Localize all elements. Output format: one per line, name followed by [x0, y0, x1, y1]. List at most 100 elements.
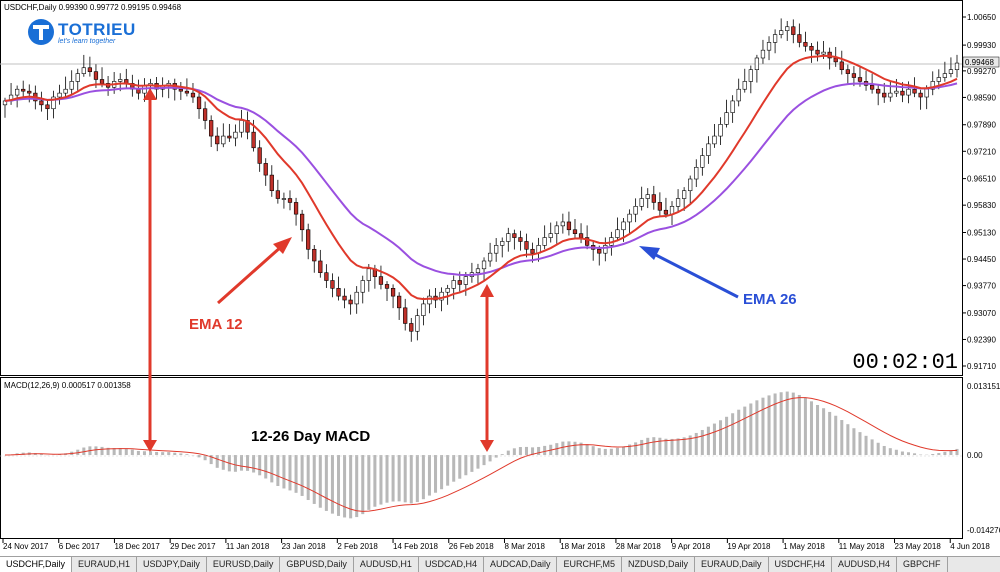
price-tick-label: 0.91710: [967, 362, 996, 371]
symbol-tab[interactable]: AUDUSD,H4: [832, 557, 898, 572]
candle-body: [506, 233, 511, 242]
logo-tagline: let's learn together: [58, 37, 116, 45]
candle-body: [87, 67, 93, 72]
candle-body: [736, 88, 741, 102]
price-tick-label: 0.97210: [967, 147, 996, 156]
logo-name: TOTRIEU: [58, 19, 136, 39]
candle-body: [785, 26, 790, 31]
symbol-tab[interactable]: USDCHF,H4: [769, 557, 833, 572]
arrow-ema26: [639, 246, 739, 299]
date-tick-label: 28 Mar 2018: [616, 542, 661, 551]
candle-body: [306, 229, 311, 250]
candle-body: [324, 272, 329, 281]
candle-body: [894, 90, 899, 94]
candle-body: [918, 92, 923, 98]
symbol-tab[interactable]: EURAUD,Daily: [695, 557, 769, 572]
candle-body: [718, 124, 723, 137]
candle-body: [942, 73, 947, 78]
candle-body: [275, 190, 280, 199]
candle-body: [227, 135, 232, 139]
macd-annotation: 12-26 Day MACD: [251, 428, 371, 445]
candle-body: [518, 237, 523, 242]
macd-tick-label: 0.013151: [967, 382, 1000, 391]
candle-body: [548, 233, 553, 238]
candle-body: [694, 166, 699, 180]
candle-body: [857, 77, 863, 82]
candle-body: [772, 34, 778, 43]
symbol-tab[interactable]: AUDUSD,H1: [354, 557, 419, 572]
symbol-tab[interactable]: EURCHF,M5: [557, 557, 622, 572]
candle-body: [724, 112, 729, 125]
symbol-tab[interactable]: EURUSD,Daily: [207, 557, 281, 572]
date-tick-label: 29 Dec 2017: [170, 542, 216, 551]
candle-body: [39, 100, 44, 106]
arrow-right-vertical: [480, 284, 494, 452]
candle-body: [730, 100, 735, 113]
symbol-tab[interactable]: USDCAD,H4: [419, 557, 484, 572]
candle-body: [791, 26, 796, 35]
price-panel: [0, 0, 963, 376]
candle-body: [833, 57, 838, 63]
candle-timer: 00:02:01: [852, 350, 958, 375]
candle-body: [336, 288, 341, 297]
ema12-annotation: EMA 12: [189, 316, 243, 333]
candle-body: [178, 88, 183, 92]
candle-body: [342, 295, 347, 301]
ema26-line: [4, 82, 958, 277]
symbol-tab[interactable]: USDCHF,Daily: [0, 557, 73, 572]
candle-body: [851, 73, 857, 78]
date-tick-label: 18 Mar 2018: [560, 542, 605, 551]
candle-body: [645, 194, 650, 199]
candle-body: [239, 120, 244, 133]
candle-body: [779, 30, 784, 35]
candle-body: [803, 42, 808, 47]
candle-body: [15, 88, 20, 96]
candle-body: [578, 233, 584, 238]
candle-body: [712, 135, 717, 145]
date-tick-label: 6 Dec 2017: [59, 542, 100, 551]
date-tick-label: 18 Dec 2017: [114, 542, 160, 551]
candle-body: [312, 248, 317, 262]
symbol-tab[interactable]: AUDCAD,Daily: [484, 557, 558, 572]
symbol-tab[interactable]: USDJPY,Daily: [137, 557, 207, 572]
totrieu-logo-icon: [28, 19, 54, 45]
date-tick-label: 23 May 2018: [895, 542, 942, 551]
price-tick-label: 0.98590: [967, 93, 996, 102]
candle-body: [403, 307, 408, 324]
candle-body: [888, 92, 893, 98]
candle-body: [215, 135, 220, 145]
candle-body: [924, 88, 929, 98]
candle-body: [657, 202, 662, 211]
candle-body: [263, 163, 268, 176]
price-tick-label: 0.93770: [967, 282, 996, 291]
candle-body: [427, 295, 432, 305]
symbol-tab[interactable]: GBPUSD,Daily: [280, 557, 354, 572]
date-tick-label: 11 Jan 2018: [226, 542, 270, 551]
candle-body: [384, 284, 390, 289]
candle-body: [51, 96, 56, 110]
candle-body: [366, 268, 371, 281]
candle-body: [663, 209, 669, 215]
candle-body: [190, 92, 196, 98]
candle-body: [869, 85, 875, 90]
candle-body: [287, 198, 293, 203]
symbol-tab[interactable]: GBPCHF: [897, 557, 948, 572]
candle-body: [57, 92, 62, 98]
candle-body: [281, 198, 287, 200]
candle-body: [560, 221, 565, 227]
candle-body: [572, 229, 578, 234]
candle-body: [633, 206, 638, 215]
price-tick-label: 0.95830: [967, 201, 996, 210]
date-tick-label: 9 Apr 2018: [672, 542, 711, 551]
candle-body: [954, 62, 960, 71]
candle-body: [597, 248, 602, 254]
candle-body: [257, 147, 262, 164]
candle-body: [209, 120, 214, 137]
candle-body: [397, 295, 402, 309]
candle-body: [639, 198, 644, 207]
candle-body: [603, 245, 608, 254]
symbol-tab[interactable]: EURAUD,H1: [72, 557, 138, 572]
logo: TOTRIEU let's learn together: [26, 18, 136, 46]
symbol-tab[interactable]: NZDUSD,Daily: [622, 557, 695, 572]
candle-body: [348, 299, 353, 305]
